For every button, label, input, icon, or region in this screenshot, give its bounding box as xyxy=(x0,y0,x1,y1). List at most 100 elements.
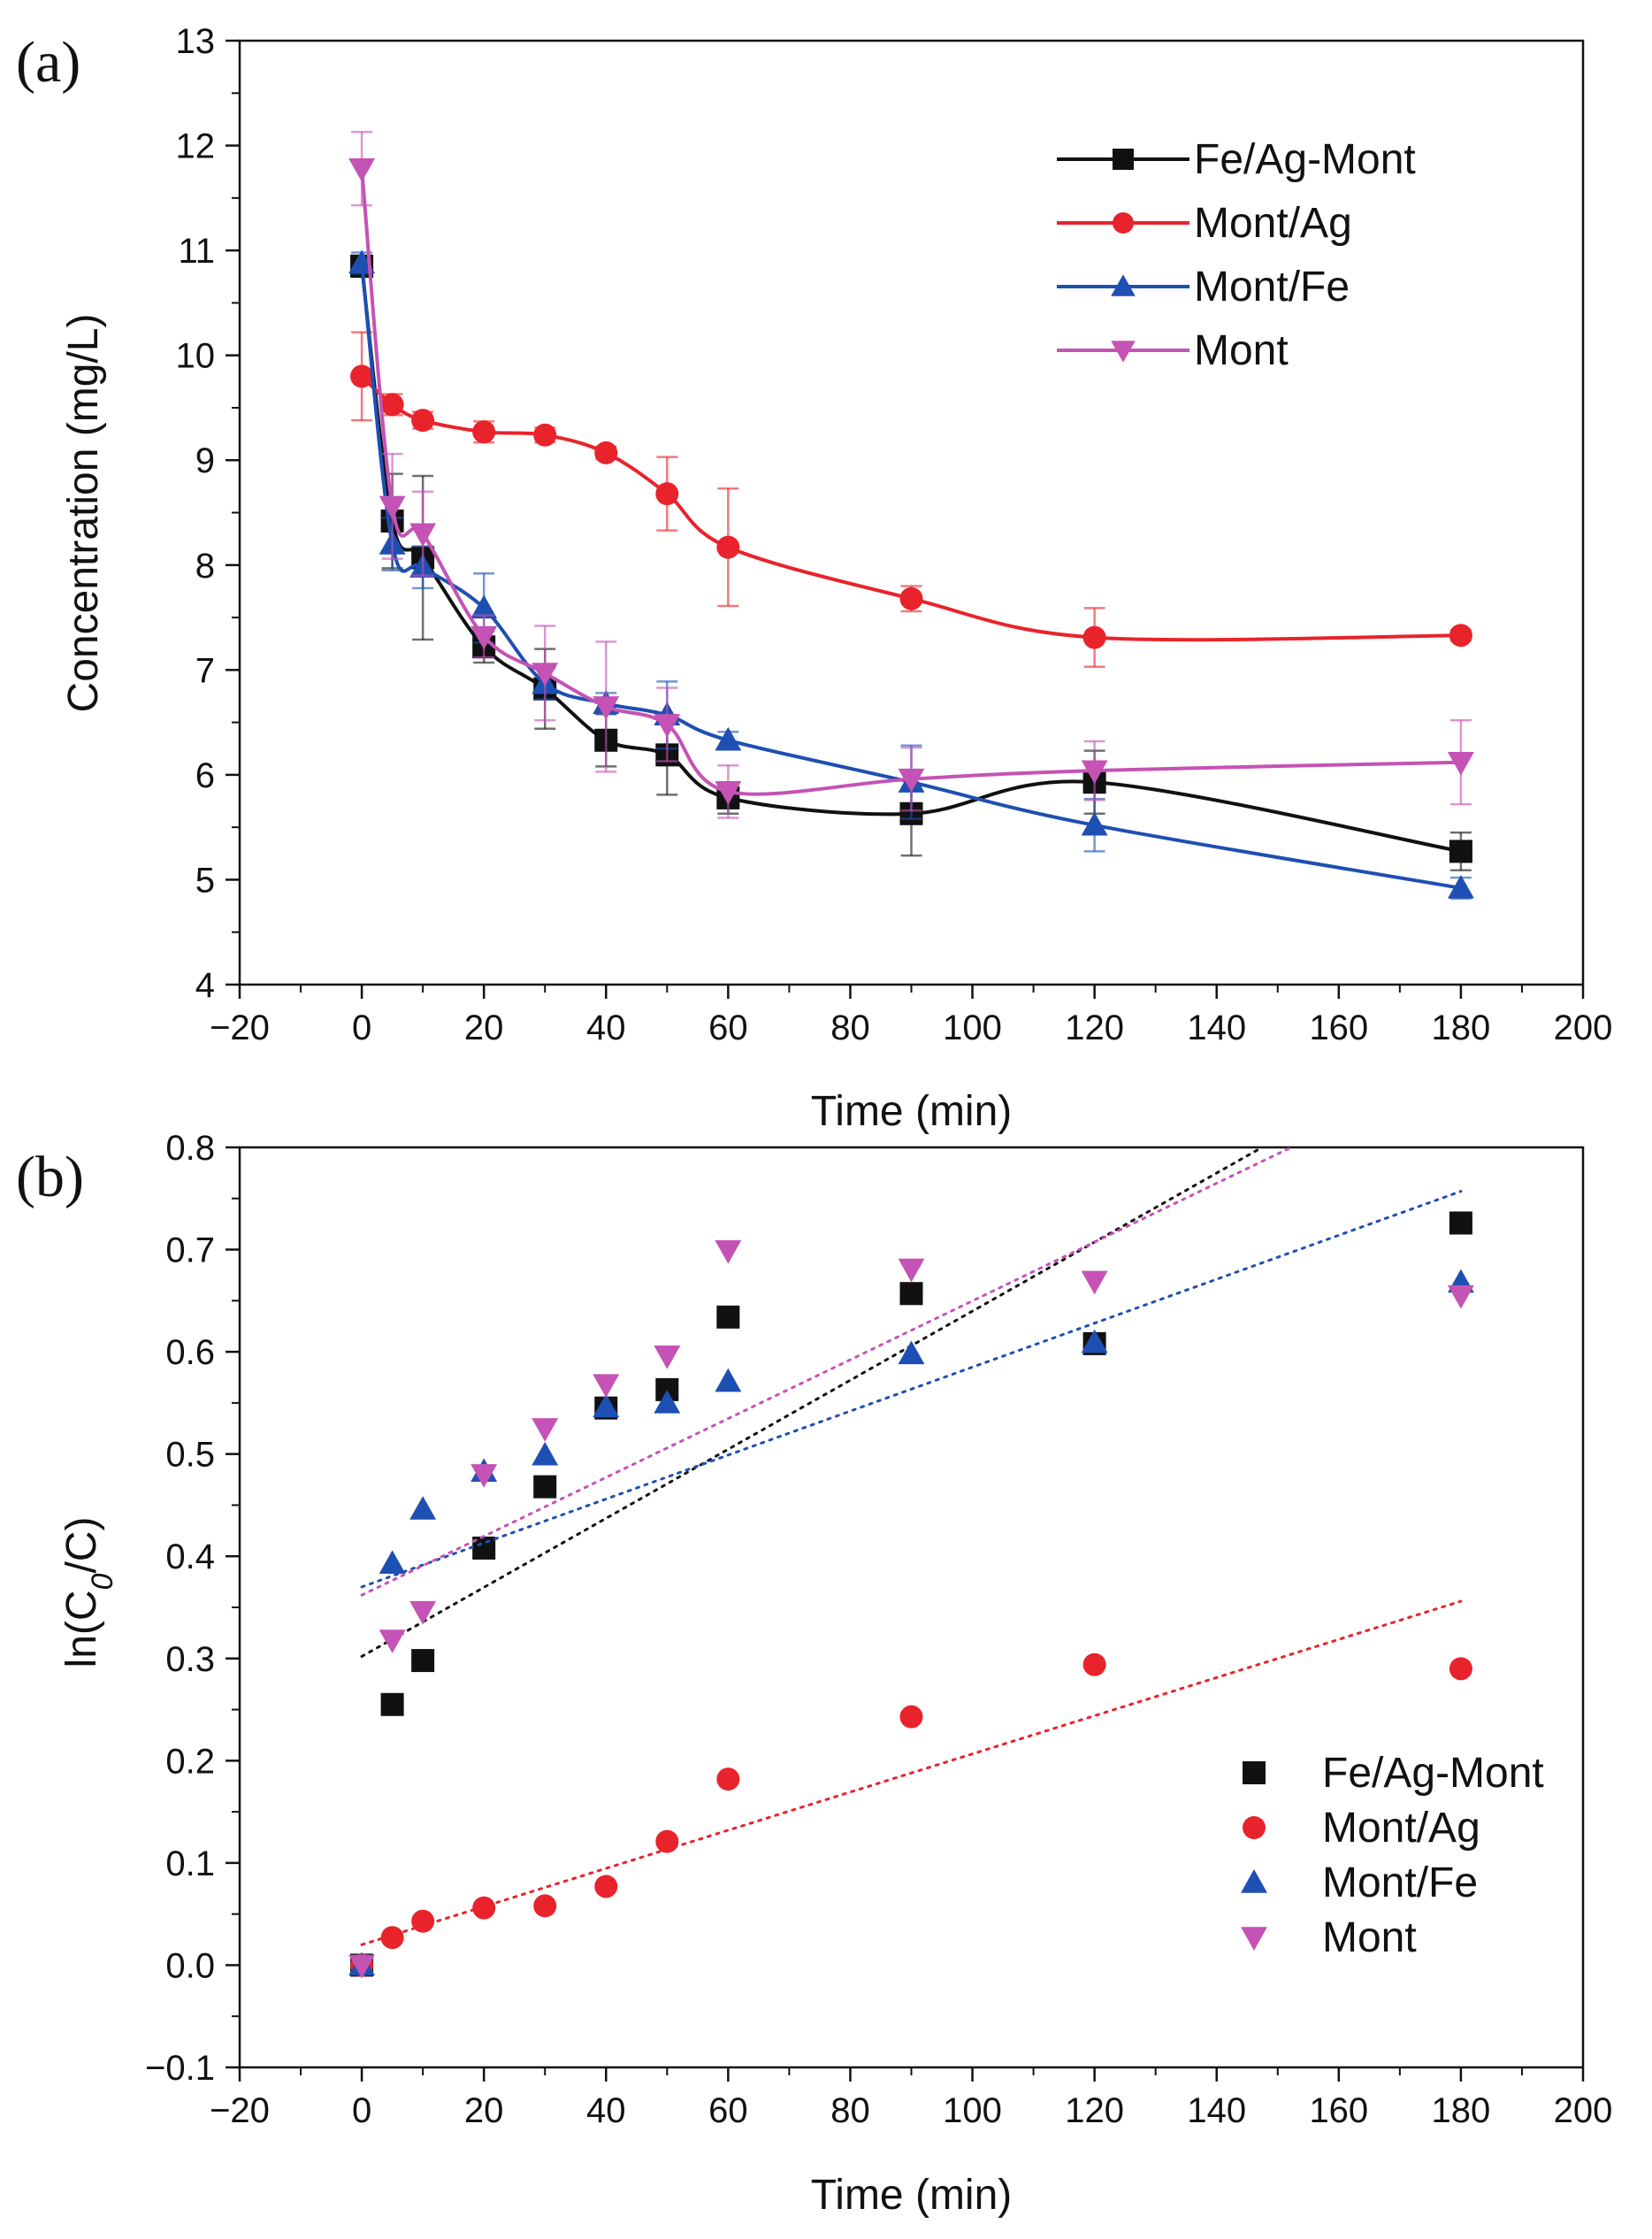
legend-label: Mont xyxy=(1322,1914,1417,1961)
x-tick-label: 120 xyxy=(1065,1008,1124,1047)
legend-marker xyxy=(1113,212,1134,234)
data-point xyxy=(470,625,498,650)
data-point xyxy=(411,1649,435,1673)
data-point xyxy=(898,1340,925,1365)
data-point xyxy=(409,1496,437,1520)
y-axis: 4 5 6 7 8 9 10 11 12 13 xyxy=(176,22,240,1005)
x-tick-label: 40 xyxy=(586,2091,626,2130)
x-axis-title: Time (min) xyxy=(811,2172,1013,2219)
data-point xyxy=(472,1896,496,1920)
data-point xyxy=(380,393,404,417)
y-tick-label: 13 xyxy=(176,22,216,61)
x-tick-label: 140 xyxy=(1187,2091,1246,2130)
data-point xyxy=(1082,625,1106,649)
x-tick-label: 0 xyxy=(352,2091,371,2130)
x-tick-label: 0 xyxy=(352,1008,371,1047)
data-point xyxy=(654,714,681,738)
fit-line xyxy=(360,1190,1463,1589)
chart-panel-a: (a) −20 0 20 40 60 80 100 120 140 160 180 200 Time (m… xyxy=(16,22,1612,1135)
data-point xyxy=(348,157,376,182)
data-point xyxy=(470,594,498,619)
x-tick-label: 200 xyxy=(1554,1008,1613,1047)
y-tick-label: 4 xyxy=(195,966,215,1005)
data-point xyxy=(655,1829,679,1853)
x-tick-label: −20 xyxy=(210,1008,270,1047)
series-mont-fe xyxy=(348,1190,1474,1976)
x-tick-label: 40 xyxy=(586,1008,626,1047)
y-tick-label: 6 xyxy=(195,756,215,795)
legend-label: Mont xyxy=(1194,327,1289,374)
data-point xyxy=(411,1909,435,1933)
y-tick-label: 0.2 xyxy=(165,1742,215,1781)
data-point xyxy=(533,1475,557,1499)
x-tick-label: 100 xyxy=(943,2091,1002,2130)
legend-label: Mont/Ag xyxy=(1322,1805,1480,1852)
data-point xyxy=(379,1629,406,1653)
data-point xyxy=(715,1368,742,1392)
data-point xyxy=(533,423,557,447)
data-point xyxy=(532,663,559,686)
series-mont-ag xyxy=(350,1599,1472,1977)
legend-marker xyxy=(1113,149,1134,170)
legend-label: Fe/Ag-Mont xyxy=(1322,1750,1544,1797)
y-axis-title: Concentration (mg/L) xyxy=(60,314,107,713)
data-point xyxy=(1082,1652,1106,1676)
y-tick-label: 0.0 xyxy=(165,1946,215,1985)
y-tick-label: 0.8 xyxy=(165,1129,215,1168)
data-point xyxy=(1449,624,1472,648)
data-point xyxy=(898,768,925,793)
data-point xyxy=(899,587,923,610)
x-tick-label: 20 xyxy=(464,2091,504,2130)
y-tick-label: 5 xyxy=(195,861,215,900)
data-point xyxy=(1449,840,1472,863)
fit-line xyxy=(360,1147,1295,1597)
legend-label: Mont/Fe xyxy=(1194,264,1350,311)
x-tick-label: 20 xyxy=(464,1008,504,1047)
data-point xyxy=(1081,760,1108,785)
legend: Fe/Ag-Mont Mont/Ag Mont/Fe Mont xyxy=(1057,136,1416,374)
data-point xyxy=(380,1692,404,1716)
y-tick-label: 0.6 xyxy=(165,1333,215,1372)
series-line xyxy=(360,265,1462,854)
y-axis: −0.1 0.0 0.1 0.2 0.3 0.4 0.5 0.6 0.7 0.8 xyxy=(145,1129,240,2088)
data-point xyxy=(716,1767,740,1791)
legend-label: Fe/Ag-Mont xyxy=(1194,136,1416,183)
data-point xyxy=(593,1374,620,1399)
data-point xyxy=(715,1240,742,1264)
x-tick-label: 180 xyxy=(1432,2091,1491,2130)
data-point xyxy=(654,1346,681,1369)
data-point xyxy=(716,535,740,559)
series-mont-ag xyxy=(350,331,1472,669)
y-tick-label: 0.7 xyxy=(165,1231,215,1270)
x-tick-label: 60 xyxy=(708,1008,748,1047)
x-tick-label: 140 xyxy=(1187,1008,1246,1047)
x-axis-title: Time (min) xyxy=(811,1088,1013,1135)
series-mont xyxy=(348,1147,1474,1979)
chart-panel-b: (b) −20 0 20 40 60 80 100 120 140 160 180 200 Time (m… xyxy=(16,1129,1612,2219)
data-point xyxy=(411,409,435,433)
legend-marker xyxy=(1243,1761,1266,1784)
x-tick-label: 100 xyxy=(943,1008,1002,1047)
data-point xyxy=(594,441,618,464)
data-point xyxy=(715,781,742,805)
data-point xyxy=(532,1441,559,1466)
y-tick-label: 7 xyxy=(195,651,215,690)
y-axis-title-subscript: 0 xyxy=(86,1573,119,1590)
data-point xyxy=(472,420,496,444)
data-point xyxy=(380,1926,404,1950)
data-point xyxy=(593,696,620,720)
data-point xyxy=(898,1258,925,1283)
x-tick-label: 160 xyxy=(1309,1008,1368,1047)
legend-marker xyxy=(1241,1869,1267,1893)
data-point xyxy=(655,482,679,506)
series-fe-ag-mont xyxy=(350,1147,1472,1977)
data-point xyxy=(1449,1657,1472,1681)
legend-label: Mont/Fe xyxy=(1322,1859,1478,1906)
data-point xyxy=(533,1894,557,1918)
legend-marker xyxy=(1241,1927,1267,1951)
x-axis: −20 0 20 40 60 80 100 120 140 160 180 200 xyxy=(210,2067,1612,2130)
y-axis-title-suffix: /C) xyxy=(58,1517,105,1574)
data-point xyxy=(593,1393,620,1418)
data-point xyxy=(1447,751,1474,776)
